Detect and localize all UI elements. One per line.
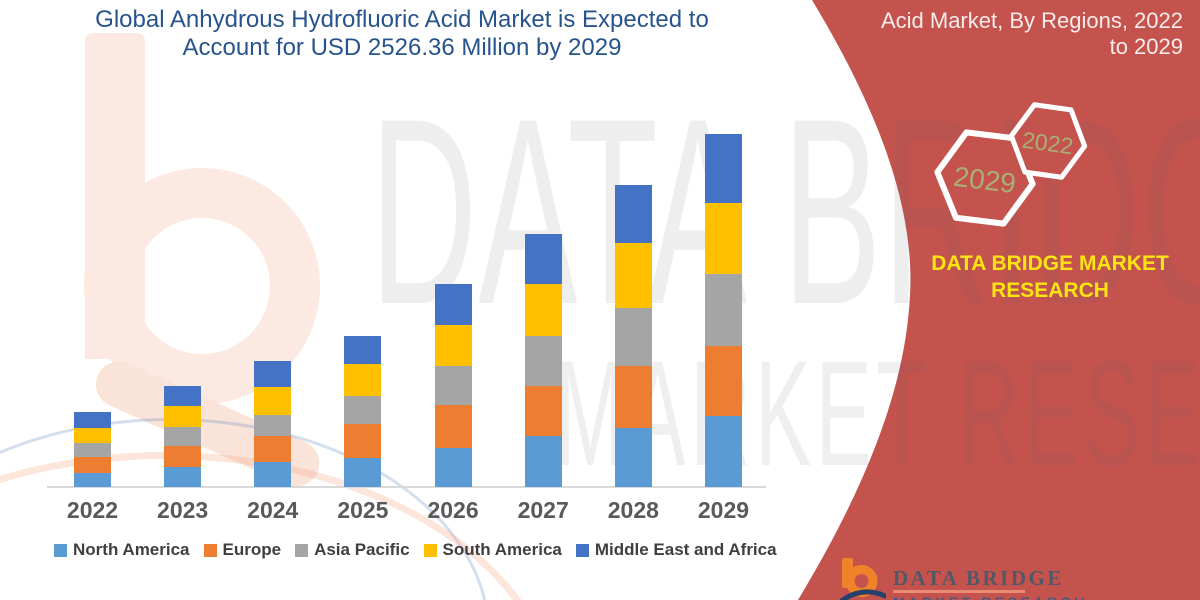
- hexagon-2029: 2029: [934, 129, 1036, 227]
- bar-segment-2025-europe: [344, 423, 382, 458]
- banner-title-line2: to 2029: [1109, 34, 1183, 59]
- bar-segment-2028-europe: [614, 365, 652, 428]
- bar-segment-2027-asia-pacific: [524, 335, 562, 386]
- databridge-logo-subtitle: MARKET RESEARCH: [893, 594, 1088, 600]
- bar-segment-2025-asia-pacific: [344, 395, 382, 424]
- bar-2028: [614, 185, 652, 487]
- bar-segment-2029-middle-east-and-africa: [704, 134, 742, 204]
- year-hexagons: 2029 2022: [934, 102, 1088, 227]
- banner-brand-line1: DATA BRIDGE MARKET: [931, 252, 1169, 275]
- databridge-logo-name: DATA BRIDGE: [893, 566, 1064, 590]
- bar-segment-2028-north-america: [614, 427, 652, 487]
- bar-segment-2026-middle-east-and-africa: [434, 284, 472, 326]
- bar-segment-2029-south-america: [704, 203, 742, 275]
- bar-segment-2026-europe: [434, 404, 472, 448]
- bar-segment-2025-middle-east-and-africa: [344, 335, 382, 364]
- bar-segment-2024-south-america: [254, 386, 292, 415]
- banner-title-line1: Acid Market, By Regions, 2022: [880, 8, 1183, 33]
- page-title: Global Anhydrous Hydrofluoric Acid Marke…: [52, 6, 752, 62]
- hexagon-2029-label: 2029: [952, 161, 1018, 199]
- databridge-logo-icon: [840, 558, 886, 600]
- bar-segment-2029-north-america: [704, 415, 742, 487]
- legend-swatch-middle-east-and-africa: [575, 543, 589, 557]
- bar-segment-2028-middle-east-and-africa: [614, 185, 652, 244]
- page-title-line2: Account for USD 2526.36 Million by 2029: [182, 34, 622, 61]
- bar-segment-2027-south-america: [524, 284, 562, 336]
- hexagon-2022: 2022: [1008, 102, 1088, 180]
- bar-segment-2026-south-america: [434, 325, 472, 366]
- bar-2026: [434, 284, 472, 487]
- bar-segment-2028-asia-pacific: [614, 307, 652, 366]
- swoosh-ellipse-peach: [0, 452, 560, 600]
- x-axis-label-2027: 2027: [517, 497, 569, 523]
- bar-segment-2028-south-america: [614, 243, 652, 308]
- page-title-line1: Global Anhydrous Hydrofluoric Acid Marke…: [95, 6, 709, 33]
- bar-segment-2027-europe: [524, 385, 562, 436]
- bar-segment-2027-middle-east-and-africa: [524, 234, 562, 285]
- bar-segment-2025-south-america: [344, 363, 382, 396]
- x-axis-label-2028: 2028: [607, 497, 659, 523]
- bar-segment-2026-north-america: [434, 447, 472, 487]
- databridge-logo-rule: [893, 590, 1025, 593]
- bar-segment-2027-north-america: [524, 435, 562, 487]
- bar-segment-2029-asia-pacific: [704, 274, 742, 346]
- banner-title: Acid Market, By Regions, 2022 to 2029: [843, 8, 1183, 60]
- bar-2029: [704, 134, 742, 487]
- banner-brand-text: DATA BRIDGE MARKET RESEARCH: [930, 250, 1170, 304]
- bar-2027: [524, 234, 562, 487]
- bar-segment-2029-europe: [704, 345, 742, 416]
- red-banner-shape: [798, 0, 1200, 600]
- bar-segment-2026-asia-pacific: [434, 365, 472, 405]
- banner-brand-line2: RESEARCH: [991, 279, 1109, 302]
